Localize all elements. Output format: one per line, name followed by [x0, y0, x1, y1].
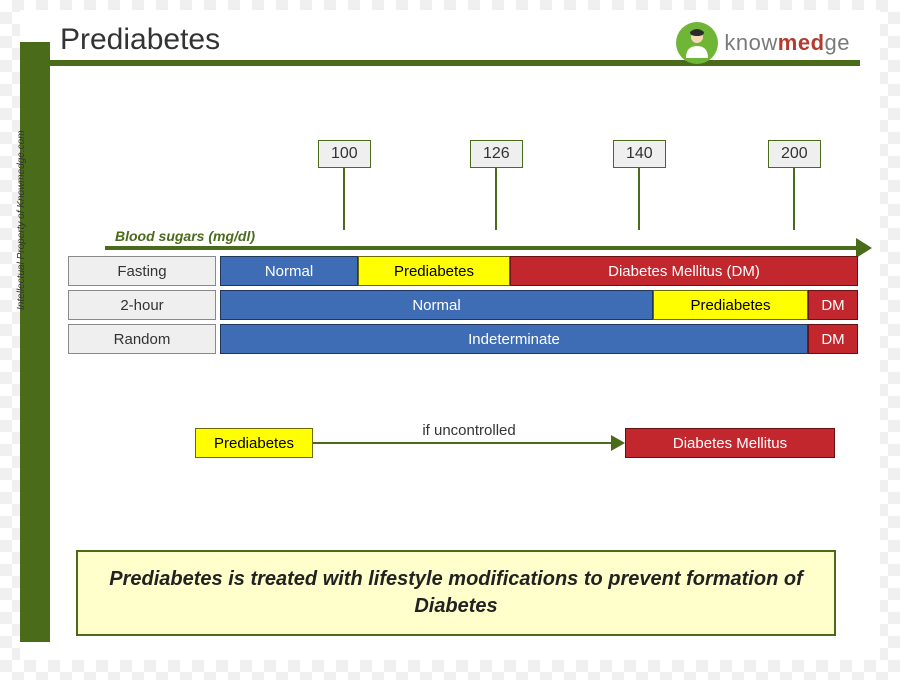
tick-stem — [495, 168, 497, 230]
brand-prefix: know — [724, 30, 777, 55]
tick-value: 140 — [613, 140, 666, 168]
chart-row: NormalPrediabetesDiabetes Mellitus (DM) — [220, 256, 858, 286]
tick-area: 100 126 140 200 — [220, 140, 860, 250]
row-labels: Fasting 2-hour Random — [68, 256, 216, 358]
flow-caption: if uncontrolled — [422, 422, 515, 439]
tick: 200 — [768, 140, 821, 230]
chart-segment: DM — [808, 324, 858, 354]
flow-to-box: Diabetes Mellitus — [625, 428, 835, 458]
flow-from-box: Prediabetes — [195, 428, 313, 458]
tick-value: 126 — [470, 140, 523, 168]
tick: 126 — [470, 140, 523, 230]
chart-row: IndeterminateDM — [220, 324, 858, 354]
tick-stem — [793, 168, 795, 230]
row-label: Random — [68, 324, 216, 354]
flow-arrow-line — [313, 442, 611, 444]
flow-arrow-head-icon — [611, 435, 625, 451]
chart-row: NormalPrediabetesDM — [220, 290, 858, 320]
tick: 100 — [318, 140, 371, 230]
chart-segment: Prediabetes — [653, 290, 808, 320]
tick-value: 200 — [768, 140, 821, 168]
slide: Prediabetes knowmedge Intellectual Prope… — [20, 10, 880, 660]
chart-segment: Indeterminate — [220, 324, 808, 354]
brand: knowmedge — [676, 22, 850, 64]
row-label: Fasting — [68, 256, 216, 286]
chart-segment: Diabetes Mellitus (DM) — [510, 256, 858, 286]
brand-logo-icon — [676, 22, 718, 64]
page-title: Prediabetes — [60, 23, 220, 57]
brand-wordmark: knowmedge — [724, 30, 850, 56]
chart-segment: DM — [808, 290, 858, 320]
row-label: 2-hour — [68, 290, 216, 320]
brand-mid: med — [778, 30, 825, 55]
chart-segment: Normal — [220, 290, 653, 320]
summary-callout: Prediabetes is treated with lifestyle mo… — [76, 550, 836, 636]
tick-stem — [343, 168, 345, 230]
threshold-chart: NormalPrediabetesDiabetes Mellitus (DM)N… — [220, 256, 858, 358]
brand-suffix: ge — [825, 30, 850, 55]
chart-segment: Prediabetes — [358, 256, 510, 286]
flow-arrow: if uncontrolled — [313, 428, 625, 458]
progression-flow: Prediabetes if uncontrolled Diabetes Mel… — [195, 418, 835, 468]
copyright-text: Intellectual Property of Knowmedge.com — [16, 130, 27, 310]
tick-stem — [638, 168, 640, 230]
tick: 140 — [613, 140, 666, 230]
tick-value: 100 — [318, 140, 371, 168]
chart-segment: Normal — [220, 256, 358, 286]
